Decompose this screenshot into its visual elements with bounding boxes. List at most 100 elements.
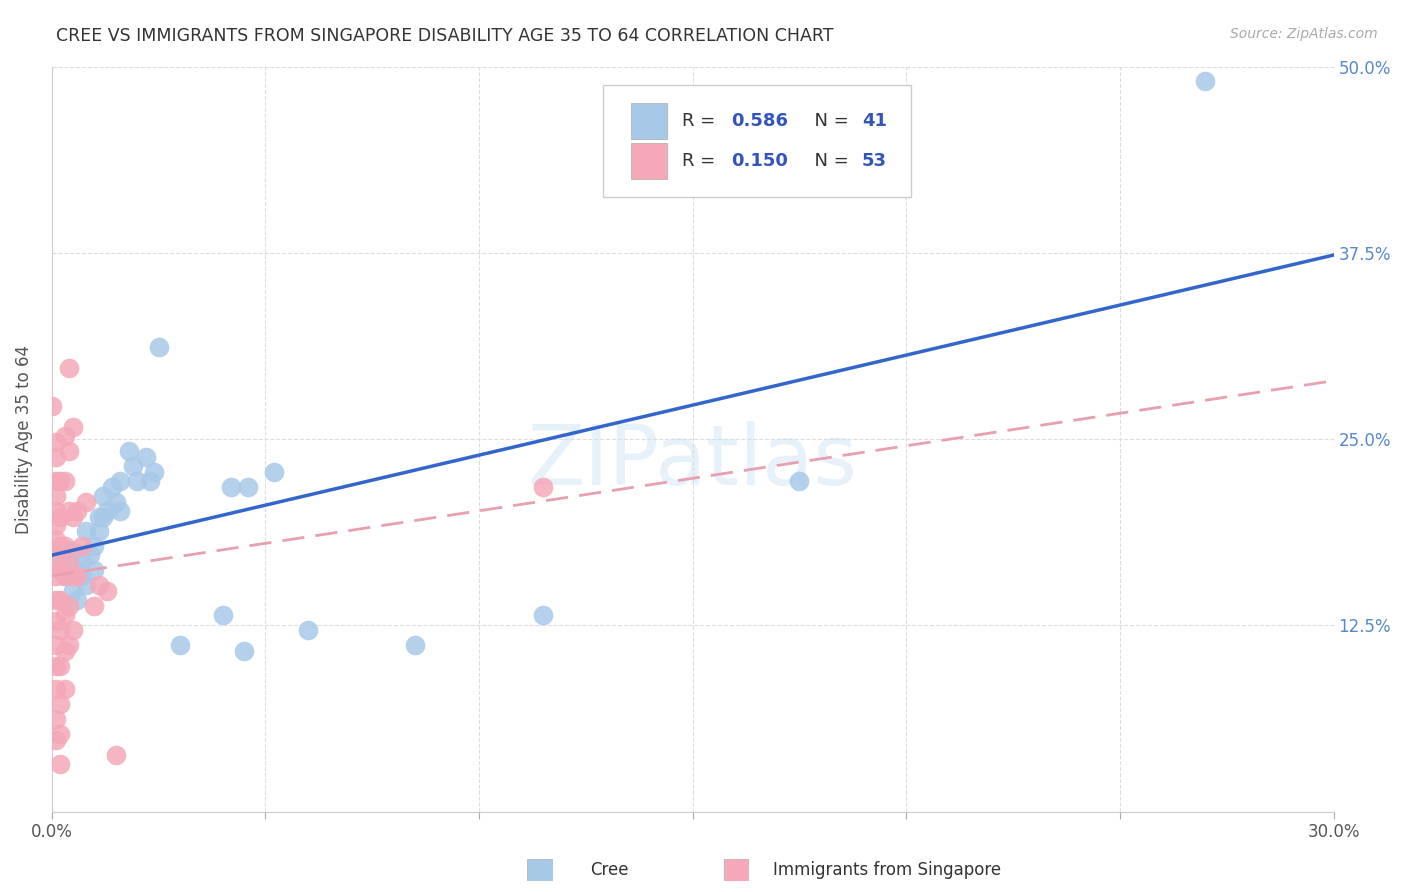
Text: Source: ZipAtlas.com: Source: ZipAtlas.com [1230, 27, 1378, 41]
Point [1194, 74, 1216, 88]
Point [41, 399, 63, 413]
Point [96, 584, 118, 599]
Point [87, 524, 110, 539]
FancyBboxPatch shape [631, 144, 666, 179]
Point [62, 584, 84, 599]
Point [219, 480, 242, 494]
Point [108, 503, 131, 517]
Text: N =: N = [803, 112, 855, 130]
Point [45, 569, 67, 583]
Point [66, 569, 89, 583]
Point [45, 533, 67, 548]
Point [169, 638, 191, 652]
Point [62, 623, 84, 637]
Point [45, 554, 67, 568]
Point [104, 747, 127, 762]
Point [45, 638, 67, 652]
Text: Cree: Cree [591, 861, 628, 879]
Point [83, 563, 105, 577]
Point [45, 518, 67, 533]
Point [297, 623, 319, 637]
Text: R =: R = [682, 112, 721, 130]
Point [58, 554, 80, 568]
Point [49, 698, 72, 712]
Point [45, 450, 67, 464]
Text: 53: 53 [862, 153, 887, 170]
Point [45, 733, 67, 747]
Point [135, 450, 157, 464]
Point [211, 607, 233, 622]
Point [118, 444, 141, 458]
Point [53, 682, 76, 697]
Point [75, 524, 97, 539]
Point [62, 543, 84, 558]
Point [62, 420, 84, 434]
Point [238, 480, 260, 494]
Point [58, 444, 80, 458]
Text: CREE VS IMMIGRANTS FROM SINGAPORE DISABILITY AGE 35 TO 64 CORRELATION CHART: CREE VS IMMIGRANTS FROM SINGAPORE DISABI… [56, 27, 834, 45]
Point [66, 563, 89, 577]
Point [122, 458, 145, 473]
Point [58, 599, 80, 613]
Point [45, 489, 67, 503]
Point [531, 607, 554, 622]
Point [53, 539, 76, 553]
Point [49, 548, 72, 562]
Point [79, 548, 101, 562]
Point [62, 509, 84, 524]
Point [45, 682, 67, 697]
Text: 0.150: 0.150 [731, 153, 787, 170]
Point [70, 539, 93, 553]
Text: 41: 41 [862, 112, 887, 130]
Point [75, 578, 97, 592]
Point [127, 474, 149, 488]
Point [45, 614, 67, 628]
Point [104, 494, 127, 508]
Point [49, 623, 72, 637]
Point [62, 569, 84, 583]
Point [139, 474, 162, 488]
Point [143, 465, 166, 479]
Point [58, 360, 80, 375]
Point [531, 480, 554, 494]
Point [58, 554, 80, 568]
Point [70, 569, 93, 583]
Point [45, 712, 67, 726]
Point [45, 593, 67, 607]
FancyBboxPatch shape [603, 86, 911, 197]
Point [53, 569, 76, 583]
Point [404, 638, 426, 652]
Point [789, 474, 811, 488]
Point [53, 474, 76, 488]
Text: 0.586: 0.586 [731, 112, 789, 130]
Point [233, 643, 256, 657]
Text: Immigrants from Singapore: Immigrants from Singapore [773, 861, 1001, 879]
Point [100, 480, 122, 494]
Text: ZIPatlas: ZIPatlas [527, 421, 858, 502]
Point [83, 599, 105, 613]
Point [263, 465, 285, 479]
Point [53, 569, 76, 583]
Point [87, 509, 110, 524]
Point [49, 658, 72, 673]
Point [49, 563, 72, 577]
Point [58, 503, 80, 517]
Point [66, 593, 89, 607]
Point [70, 554, 93, 568]
Point [45, 503, 67, 517]
Point [87, 578, 110, 592]
Y-axis label: Disability Age 35 to 64: Disability Age 35 to 64 [15, 344, 32, 533]
Point [49, 756, 72, 771]
Point [45, 658, 67, 673]
Point [83, 539, 105, 553]
Point [108, 474, 131, 488]
Point [49, 593, 72, 607]
Point [66, 503, 89, 517]
Text: R =: R = [682, 153, 721, 170]
Point [91, 509, 114, 524]
Point [75, 494, 97, 508]
Point [58, 638, 80, 652]
Point [49, 727, 72, 741]
Point [49, 509, 72, 524]
Point [96, 503, 118, 517]
